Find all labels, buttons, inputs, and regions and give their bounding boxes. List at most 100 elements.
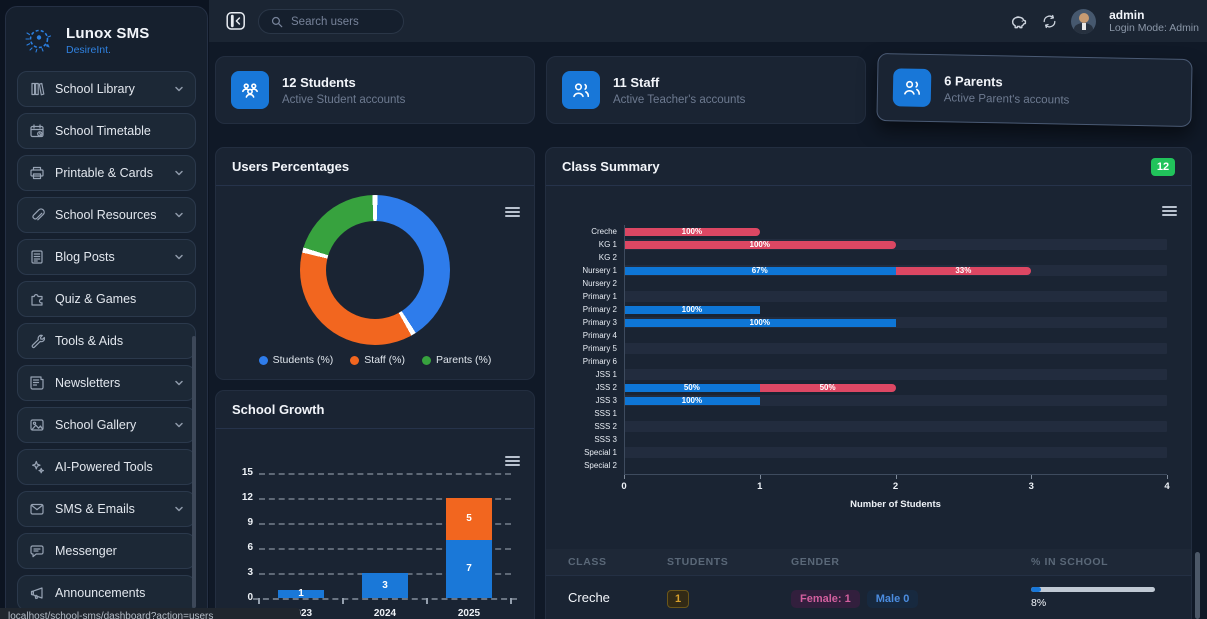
chart-menu-icon[interactable] [505, 454, 520, 468]
legend-label: Students (%) [272, 354, 334, 366]
stat-card-11-staff[interactable]: 11 Staff Active Teacher's accounts [546, 56, 866, 124]
chevron-down-icon [174, 168, 184, 178]
class-count-badge: 12 [1151, 157, 1175, 176]
sidebar-item-label: Quiz & Games [55, 292, 137, 306]
x-tick-label: 2023 [289, 608, 313, 619]
brand-subtitle: DesireInt. [66, 43, 111, 56]
sidebar-item-label: AI-Powered Tools [55, 460, 153, 474]
blog-icon [29, 249, 45, 265]
class-summary-table: CLASS STUDENTS GENDER % IN SCHOOL Creche 1 Fem… [546, 549, 1191, 619]
y-tick-label: 9 [247, 517, 253, 528]
users-donut-chart [300, 195, 450, 345]
category-label: Special 1 [584, 448, 617, 457]
user-avatar[interactable] [1071, 8, 1097, 34]
chevron-down-icon [174, 84, 184, 94]
x-tick-label: 2 [892, 481, 899, 492]
x-axis-line: 0 1 2 3 4 [621, 474, 1170, 492]
table-scrollbar[interactable] [1195, 552, 1200, 619]
legend-dot [350, 355, 360, 365]
sidebar-item-newsletters[interactable]: Newsletters [17, 365, 196, 401]
timetable-icon [29, 123, 45, 139]
x-tick-label: 0 [621, 481, 627, 492]
students-cell: 1 [667, 589, 791, 608]
sidebar-item-printable-cards[interactable]: Printable & Cards [17, 155, 196, 191]
stat-title: 12 Students [282, 74, 356, 90]
category-label: SSS 2 [594, 422, 617, 431]
sidebar-item-label: School Resources [55, 208, 157, 222]
gridline [259, 473, 511, 475]
column-header-class: CLASS [568, 556, 607, 568]
chevron-down-icon [174, 252, 184, 262]
class-name: Creche [568, 590, 610, 605]
category-label: KG 2 [598, 253, 617, 262]
sidebar-item-tools-aids[interactable]: Tools & Aids [17, 323, 196, 359]
sidebar-item-school-timetable[interactable]: School Timetable [17, 113, 196, 149]
piggy-bank-icon[interactable] [1009, 12, 1028, 31]
sidebar-collapse-button[interactable] [226, 11, 246, 31]
chart-menu-icon[interactable] [505, 205, 520, 219]
class-row-primary-3: Primary 3 100% [546, 316, 1167, 329]
stat-card-6-parents[interactable]: 6 Parents Active Parent's accounts [876, 52, 1193, 128]
table-row[interactable]: Creche 1 Female: 1 Male 0 8% [546, 576, 1191, 619]
sidebar-item-label: School Library [55, 82, 135, 96]
x-tick-label: 4 [1164, 481, 1170, 492]
category-label: KG 1 [598, 240, 617, 249]
class-row-special-1: Special 1 [546, 446, 1167, 459]
user-login-mode: Login Mode: Admin [1109, 21, 1199, 34]
y-axis-line [624, 225, 625, 474]
column-header-students: STUDENTS [667, 556, 729, 568]
class-row-jss-2: JSS 2 50% 50% [546, 381, 1167, 394]
legend-dot [421, 355, 431, 365]
sidebar-item-quiz-games[interactable]: Quiz & Games [17, 281, 196, 317]
sidebar-item-messenger[interactable]: Messenger [17, 533, 196, 569]
bar-segment-male: 100% [624, 318, 896, 327]
bar-track [624, 251, 1167, 264]
users-percentages-title: Users Percentages [232, 159, 350, 174]
topbar-right: admin Login Mode: Admin [1009, 0, 1199, 42]
male-count-pill: Male 0 [866, 589, 919, 608]
sparkles-icon [29, 459, 45, 475]
table-header-row: CLASS STUDENTS GENDER % IN SCHOOL [546, 549, 1191, 576]
sidebar-item-ai-powered-tools[interactable]: AI-Powered Tools [17, 449, 196, 485]
class-row-primary-1: Primary 1 [546, 290, 1167, 303]
x-axis-tick [895, 475, 897, 479]
chevron-down-icon [174, 504, 184, 514]
sidebar-item-label: School Timetable [55, 124, 151, 138]
sidebar-item-label: Newsletters [55, 376, 121, 390]
percent-cell: 8% [1031, 587, 1191, 609]
sidebar-item-school-library[interactable]: School Library [17, 71, 196, 107]
sync-history-icon[interactable] [1041, 13, 1058, 30]
sidebar-item-blog-posts[interactable]: Blog Posts [17, 239, 196, 275]
bar-segment: 3 [362, 573, 408, 598]
category-label: JSS 2 [595, 383, 617, 392]
class-row-sss-2: SSS 2 [546, 420, 1167, 433]
stat-card-12-students[interactable]: 12 Students Active Student accounts [215, 56, 535, 124]
category-label: JSS 3 [595, 396, 617, 405]
sidebar-item-announcements[interactable]: Announcements [17, 575, 196, 611]
bar-track [624, 459, 1167, 472]
puzzle-icon [29, 291, 45, 307]
chart-menu-icon[interactable] [1162, 204, 1177, 218]
x-tick-label: 1 [757, 481, 763, 492]
row-stripe [624, 447, 1167, 458]
sidebar-item-school-gallery[interactable]: School Gallery [17, 407, 196, 443]
search-input[interactable] [291, 15, 392, 28]
column-header-in-school: % IN SCHOOL [1031, 556, 1109, 568]
class-summary-chart: Creche 100% KG 1 100% KG 2 Nursery 1 67% 33% Nur… [546, 225, 1167, 472]
stat-title: 6 Parents [944, 72, 1003, 89]
x-axis-line [253, 598, 517, 600]
category-label: Special 2 [584, 461, 617, 470]
category-label: Primary 6 [582, 357, 617, 366]
sidebar-item-label: Blog Posts [55, 250, 115, 264]
sidebar-item-school-resources[interactable]: School Resources [17, 197, 196, 233]
chat-bubble-icon [29, 543, 45, 559]
brand-name: Lunox SMS [66, 24, 150, 42]
gridline [259, 498, 511, 500]
user-name: admin [1109, 7, 1145, 22]
sidebar-item-sms-emails[interactable]: SMS & Emails [17, 491, 196, 527]
column-header-gender: GENDER [791, 556, 840, 568]
bar-track [624, 329, 1167, 342]
sidebar-scrollbar[interactable] [192, 336, 196, 608]
legend-item: Students (%) [258, 354, 334, 366]
